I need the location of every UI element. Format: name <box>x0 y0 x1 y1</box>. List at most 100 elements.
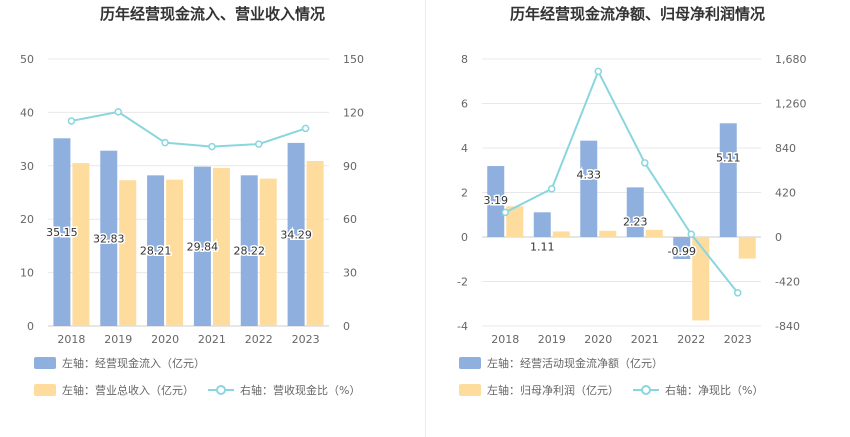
net-cash-profit-panel: 历年经营现金流净额、归母净利润情况 -4 -2 0 2 4 6 8 -840 -420 0 420 8… <box>425 0 850 437</box>
chart-title: 历年经营现金流净额、归母净利润情况 <box>509 5 765 23</box>
left-axis-tick: 0 <box>27 320 34 333</box>
panel-divider <box>425 0 426 437</box>
x-axis-tick: 2021 <box>198 333 226 346</box>
right-axis-tick: 0 <box>775 231 782 244</box>
x-axis-tick: 2022 <box>245 333 273 346</box>
bar-value-label: 34.29 <box>280 228 312 241</box>
x-axis-tick: 2022 <box>677 333 705 346</box>
legend-label-bar1: 左轴：经营现金流入（亿元） <box>62 357 205 370</box>
legend-item-bar2[interactable]: 左轴：归母净利润（亿元） <box>459 382 619 398</box>
legend-item-bar1[interactable]: 左轴：经营现金流入（亿元） <box>34 355 205 371</box>
right-axis-tick: -420 <box>775 276 800 289</box>
left-axis-tick: 30 <box>20 160 34 173</box>
line-point <box>548 185 556 193</box>
legend-row: 左轴：归母净利润（亿元） 右轴：净现比（%） <box>459 382 777 398</box>
x-axis-tick: 2018 <box>57 333 85 346</box>
line-point <box>501 208 509 217</box>
bar-series2 <box>552 231 570 237</box>
bar-series1 <box>100 150 118 326</box>
right-axis-tick: 150 <box>343 53 364 66</box>
bar-series2 <box>166 179 184 326</box>
bar-value-label: 28.22 <box>234 245 266 258</box>
legend-item-bar1[interactable]: 左轴：经营活动现金流净额（亿元） <box>459 355 663 371</box>
x-axis-tick: 2018 <box>491 333 519 346</box>
bar-series2 <box>645 229 663 237</box>
bar-series2 <box>506 206 524 237</box>
legend-item-line[interactable]: 右轴：净现比（%） <box>633 382 763 398</box>
legend-item-line[interactable]: 右轴：营收现金比（%） <box>208 382 360 398</box>
bar-value-label: 2.23 <box>623 215 648 228</box>
legend-label-line: 右轴：净现比（%） <box>665 384 764 397</box>
line-point <box>208 142 216 151</box>
x-axis-tick: 2019 <box>104 333 132 346</box>
bar-series2 <box>306 160 324 326</box>
right-axis-tick: 30 <box>343 267 357 280</box>
left-axis-tick: 10 <box>20 267 34 280</box>
line-point <box>594 67 602 76</box>
left-axis-tick: 50 <box>20 53 34 66</box>
bar-value-label: 1.11 <box>530 240 555 253</box>
legend-row: 左轴：经营现金流入（亿元） <box>34 355 219 371</box>
line-point <box>301 124 310 133</box>
legend-swatch-bar1 <box>459 357 481 369</box>
line-series <box>71 110 306 148</box>
left-axis-tick: 6 <box>461 98 468 111</box>
left-axis-tick: -2 <box>457 276 468 289</box>
right-axis-tick: 0 <box>343 320 350 333</box>
bar-series2 <box>119 180 137 326</box>
line-point <box>255 140 263 148</box>
legend-label-line: 右轴：营收现金比（%） <box>240 384 361 397</box>
bar-value-label: 5.11 <box>716 151 741 164</box>
x-axis-tick: 2023 <box>292 333 320 346</box>
legend-row: 左轴：营业总收入（亿元） 右轴：营收现金比（%） <box>34 382 374 398</box>
bar-series1 <box>193 166 211 326</box>
bar-series1 <box>287 142 305 326</box>
line-point <box>67 117 76 125</box>
bar-value-label: 32.83 <box>93 232 125 245</box>
legend-swatch-line <box>208 385 234 395</box>
legend-label-bar2: 左轴：营业总收入（亿元） <box>62 384 194 397</box>
left-axis-tick: 4 <box>461 142 468 155</box>
bar-series2 <box>692 237 710 321</box>
right-axis-tick: -840 <box>775 320 800 333</box>
line-series <box>504 68 739 294</box>
left-axis-tick: -4 <box>457 320 468 333</box>
bar-series2 <box>259 178 277 326</box>
legend-swatch-bar2 <box>459 384 481 396</box>
legend-swatch-bar1 <box>34 357 56 369</box>
bar-series1 <box>580 140 598 237</box>
bar-series1 <box>147 175 165 326</box>
x-axis-tick: 2023 <box>724 333 752 346</box>
left-axis-tick: 2 <box>461 187 468 200</box>
bar-value-label: 29.84 <box>187 240 219 253</box>
bar-series1 <box>673 237 691 260</box>
bar-series1 <box>626 187 644 237</box>
chart-title: 历年经营现金流入、营业收入情况 <box>99 5 325 23</box>
right-axis-tick: 420 <box>775 187 796 200</box>
left-axis-tick: 20 <box>20 213 34 226</box>
legend-item-bar2[interactable]: 左轴：营业总收入（亿元） <box>34 382 194 398</box>
legend-row: 左轴：经营活动现金流净额（亿元） <box>459 355 677 371</box>
x-axis-tick: 2020 <box>584 333 612 346</box>
bar-value-label: 35.15 <box>46 226 78 239</box>
bar-series1 <box>487 166 505 237</box>
left-axis-tick: 0 <box>461 231 468 244</box>
line-point <box>687 230 695 238</box>
bar-series1 <box>533 212 551 237</box>
bar-series1 <box>53 138 71 326</box>
x-axis-tick: 2020 <box>151 333 179 346</box>
legend-label-bar2: 左轴：归母净利润（亿元） <box>487 384 619 397</box>
bar-value-label: 3.19 <box>484 194 509 207</box>
legend-swatch-bar2 <box>34 384 56 396</box>
x-axis-tick: 2019 <box>538 333 566 346</box>
line-point <box>641 159 649 167</box>
net-cash-profit-chart: -4 -2 0 2 4 6 8 -840 -420 0 420 840 1,260 1,680 2018 20… <box>457 53 807 346</box>
bar-series2 <box>738 237 756 259</box>
line-point <box>114 108 122 116</box>
right-axis-tick: 60 <box>343 213 357 226</box>
left-axis-tick: 8 <box>461 53 468 66</box>
bar-series2 <box>599 230 617 237</box>
right-axis-tick: 90 <box>343 160 357 173</box>
right-axis-tick: 1,680 <box>775 53 807 66</box>
line-point <box>734 289 742 297</box>
